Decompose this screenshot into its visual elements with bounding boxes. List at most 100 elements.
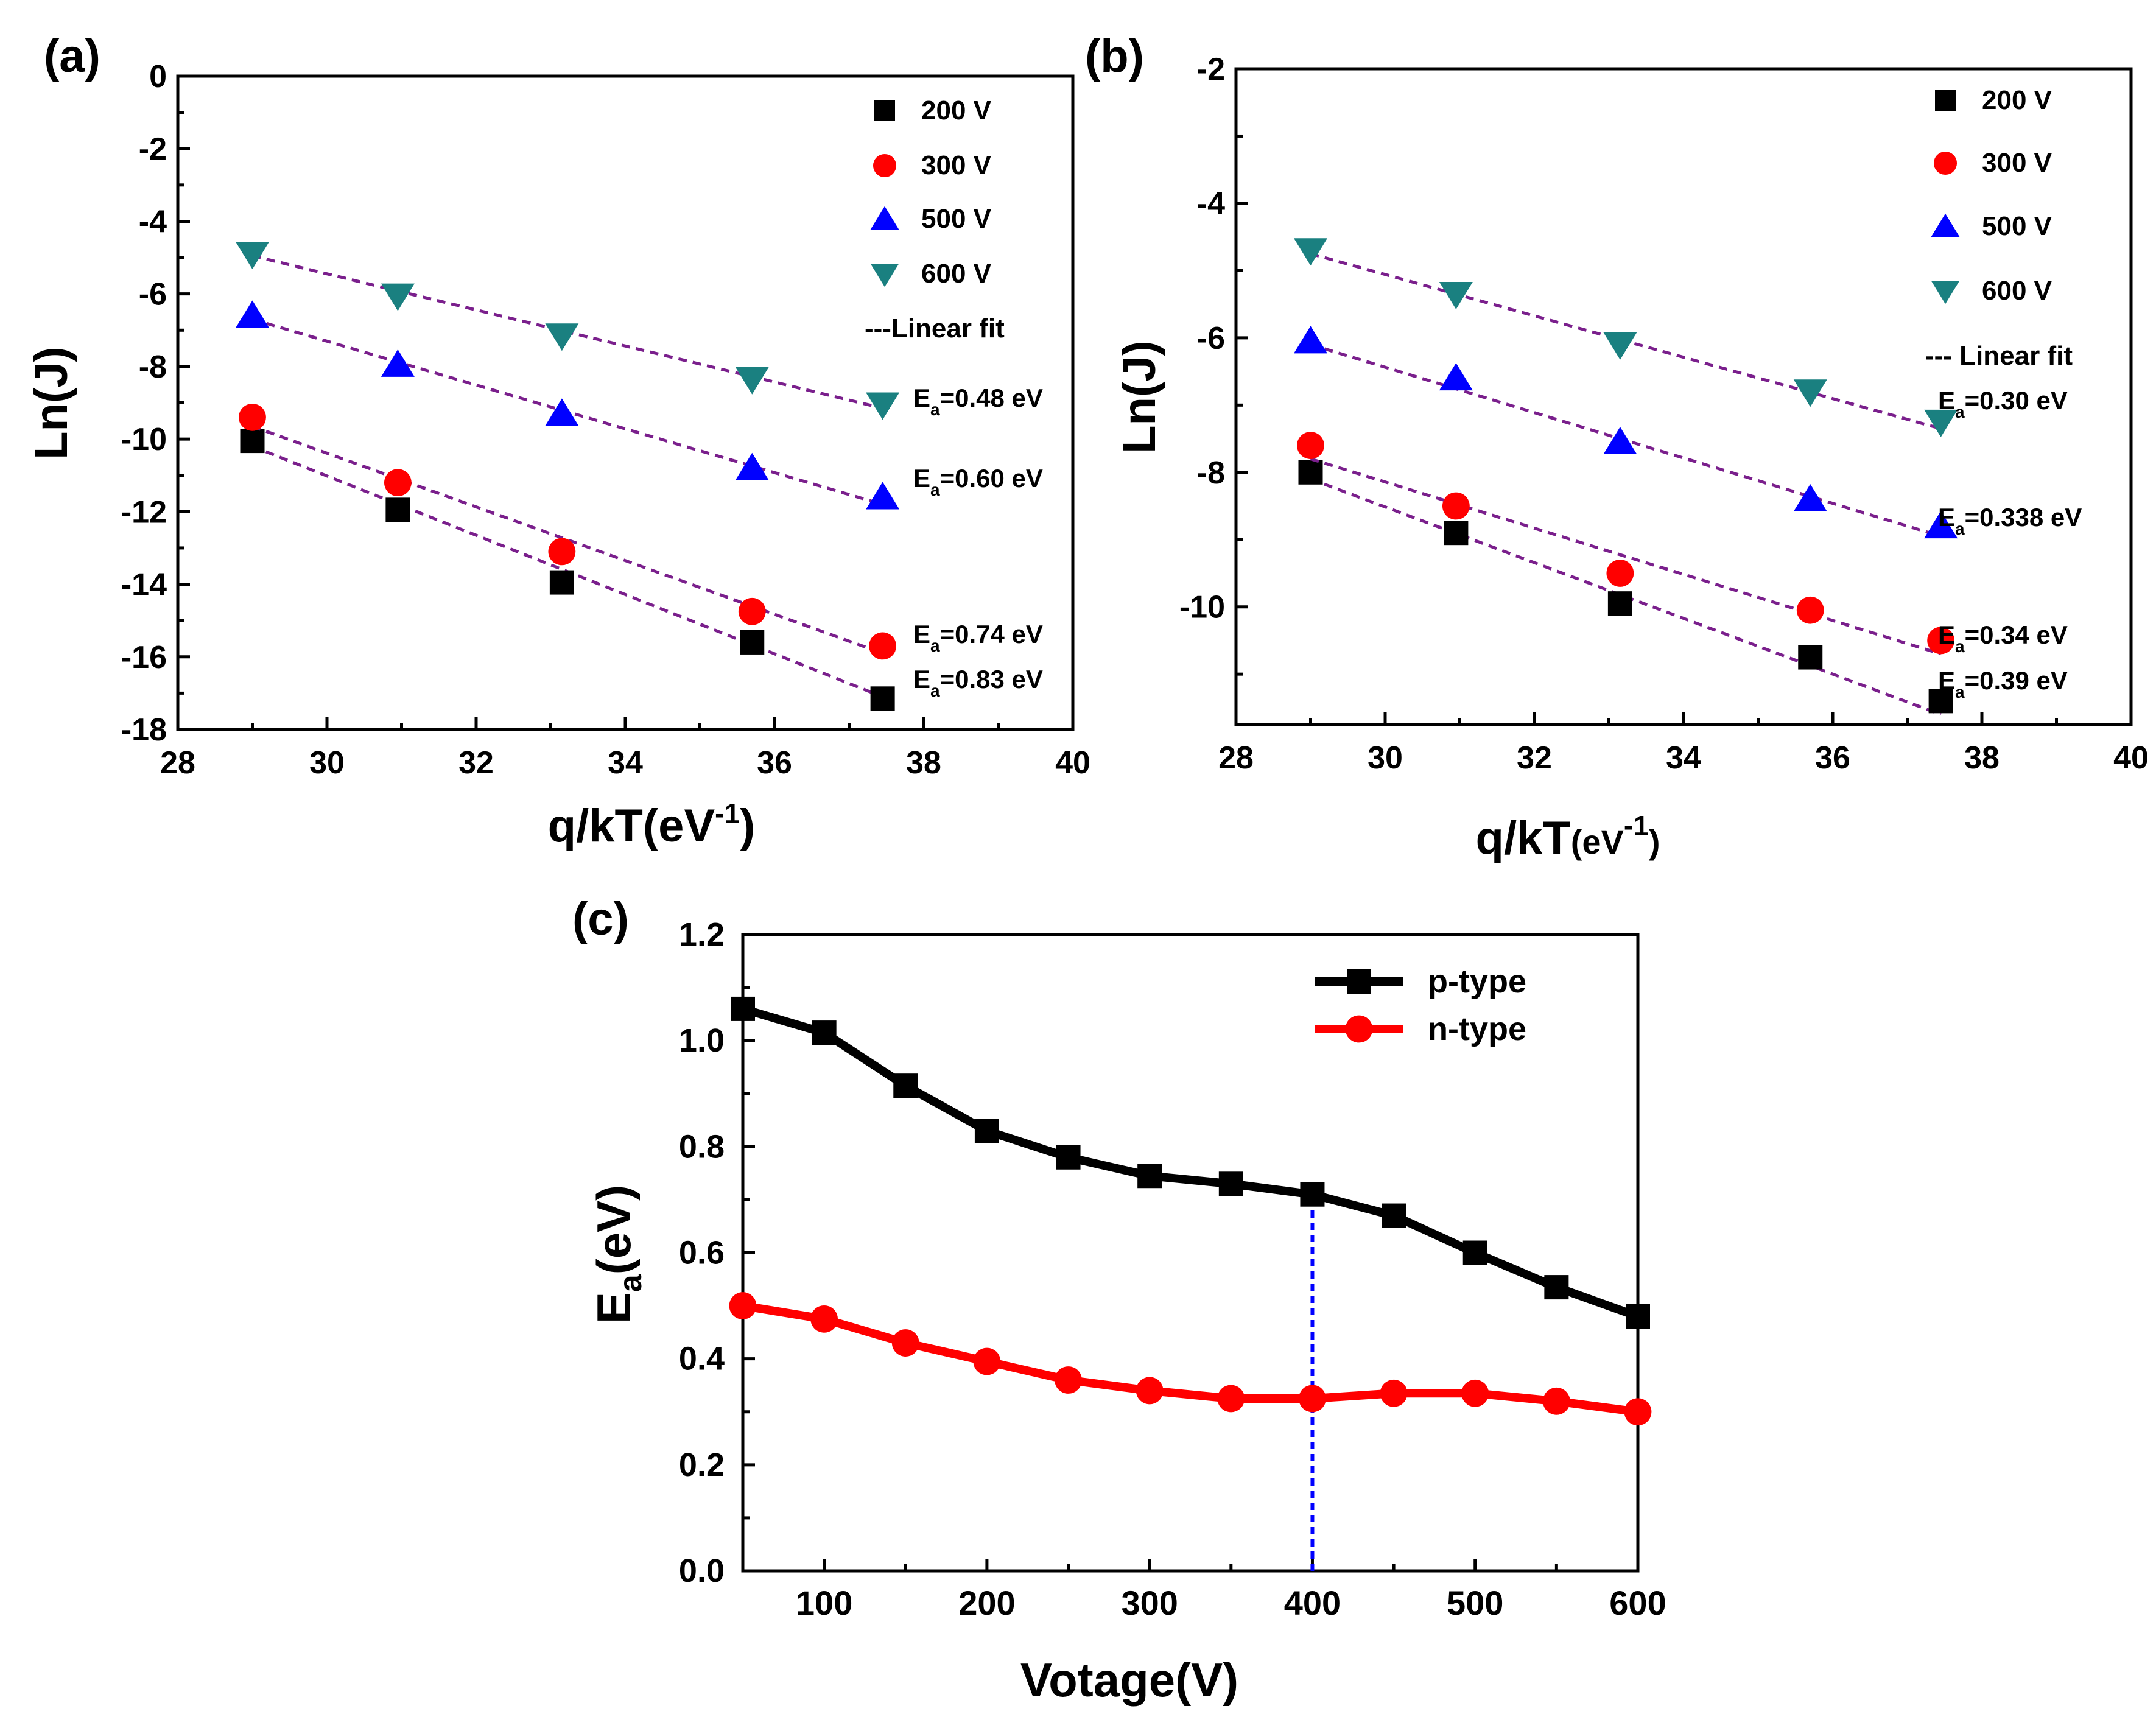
legend-label-200v: 200 V [1982,85,2052,115]
panel-a: 28 30 32 34 36 38 40 0 -2 -4 -6 -8 -10 -12 -14 -16 -18 (a… [26,30,1090,852]
ea-annotation-300v: Ea=0.74 eV [913,620,1043,655]
point-p-type [1544,1275,1569,1300]
x-axis-label-close: ) [740,800,755,852]
y-tick-label: 0 [149,59,167,94]
legend-label-300v: 300 V [1982,148,2052,178]
point-p-type [1626,1304,1650,1329]
x-tick-label: 500 [1447,1584,1503,1622]
point-200v [385,497,410,522]
point-500v [381,349,415,377]
point-600v [1793,379,1827,407]
point-300v [1442,492,1470,520]
y-tick-label: -8 [1197,455,1225,491]
x-axis-label-main: q/kT(eV [548,800,715,852]
point-p-type [1137,1164,1162,1189]
x-tick-label: 36 [1815,740,1850,776]
point-n-type [973,1347,1001,1375]
ea-annotation-500v: Ea=0.60 eV [913,464,1043,499]
x-tick-label: 28 [160,745,195,781]
legend-marker-n-type [1345,1015,1373,1043]
y-tick-label: -10 [1179,590,1225,625]
ea-prefix: E [1938,620,1955,649]
legend-label-p-type: p-type [1428,963,1526,1000]
ea-prefix: E [1938,666,1955,695]
point-n-type [1461,1379,1489,1407]
y-tick-label: -2 [1197,52,1225,87]
y-axis-label: Ea(eV) [587,1185,648,1324]
y-tick-label: 0.6 [679,1235,725,1271]
ea-sub: a [930,480,940,499]
point-600v [236,242,269,270]
point-300v [738,597,766,625]
point-p-type [1462,1240,1487,1265]
legend-linear-fit: --- Linear fit [1925,341,2073,371]
ea-value: =0.39 eV [1965,666,2068,695]
legend-label-300v: 300 V [921,150,992,180]
y-tick-label: 1.0 [679,1022,725,1059]
y-tick-label: 1.2 [679,916,725,953]
point-p-type [812,1020,837,1045]
point-600v [381,283,415,311]
x-axis-label-sup: -1 [715,798,740,829]
legend-linear-fit: ---Linear fit [865,314,1005,343]
ea-prefix: E [1938,386,1955,415]
point-p-type [1218,1171,1243,1196]
point-300v [239,403,266,431]
y-tick-label: -4 [139,204,167,239]
ea-value: =0.60 eV [940,464,1043,493]
point-300v [1927,627,1955,655]
y-tick-label: -18 [121,712,167,748]
legend-marker-200v [1935,90,1956,111]
point-200v [1298,460,1323,485]
legend-label-600v: 600 V [1982,276,2052,306]
series-line-p-type [742,1005,1640,1321]
x-axis-label: q/kT(eV-1) [548,798,756,852]
point-300v [384,469,412,497]
x-tick-label: 38 [906,745,941,781]
ea-prefix: E [913,620,930,648]
point-300v [1297,432,1324,459]
point-200v [549,570,574,595]
legend-marker-500v [1931,213,1960,237]
x-tick-label: 600 [1609,1584,1666,1622]
ea-sub: a [930,400,940,419]
y-axis-label-sub: a [613,1274,648,1292]
point-600v [1924,409,1958,437]
point-200v [1444,521,1469,546]
x-axis-label-sup: -1 [1624,810,1649,841]
point-n-type [729,1292,757,1319]
fit-line-300v [1310,457,1942,656]
x-axis-label: Votage(V) [1020,1653,1238,1707]
point-500v [1439,363,1473,391]
x-axis-label-close: ) [1649,823,1660,861]
x-axis-label: q/kT(eV-1) [1476,810,1660,864]
point-200v [240,429,265,454]
point-500v [1793,483,1827,511]
legend-marker-300v [873,153,897,178]
x-tick-label: 100 [796,1584,852,1622]
x-tick-label: 36 [757,745,792,781]
ea-annotation-200v: Ea=0.39 eV [1938,666,2068,701]
point-500v [236,300,269,328]
point-200v [1928,689,1953,714]
ea-prefix: E [913,384,930,412]
point-p-type [893,1073,918,1098]
ea-prefix: E [913,665,930,694]
ea-value: =0.34 eV [1965,620,2068,649]
point-200v [740,630,765,655]
point-p-type [1056,1145,1081,1170]
y-tick-label: 0.4 [679,1341,725,1377]
y-tick-label: 0.8 [679,1128,725,1165]
panel-label: (c) [572,893,629,945]
point-300v [1796,596,1824,624]
x-tick-label: 200 [958,1584,1015,1622]
ea-annotation-600v: Ea=0.30 eV [1938,386,2068,421]
x-tick-label: 34 [608,745,643,781]
y-tick-label: 0.2 [679,1447,725,1483]
legend-marker-600v [870,264,899,287]
ea-value: =0.74 eV [940,620,1043,648]
x-tick-label: 32 [1517,740,1552,776]
x-tick-label: 28 [1218,740,1254,776]
point-n-type [1624,1398,1652,1426]
point-p-type [1382,1203,1406,1228]
